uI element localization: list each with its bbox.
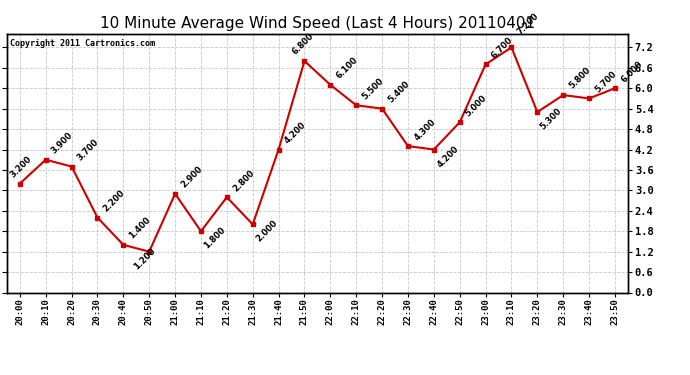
Text: 6.700: 6.700 bbox=[490, 35, 515, 60]
Text: 6.000: 6.000 bbox=[619, 59, 644, 84]
Text: 6.100: 6.100 bbox=[335, 56, 359, 81]
Text: 7.200: 7.200 bbox=[515, 11, 541, 36]
Text: 4.300: 4.300 bbox=[412, 117, 437, 142]
Text: 1.200: 1.200 bbox=[132, 246, 157, 271]
Text: 5.500: 5.500 bbox=[360, 76, 386, 101]
Text: 3.700: 3.700 bbox=[76, 137, 101, 162]
Text: 2.200: 2.200 bbox=[101, 188, 127, 213]
Text: 5.300: 5.300 bbox=[539, 106, 564, 132]
Text: 5.000: 5.000 bbox=[464, 93, 489, 118]
Text: 3.900: 3.900 bbox=[50, 130, 75, 156]
Text: 2.900: 2.900 bbox=[179, 165, 204, 190]
Text: 2.800: 2.800 bbox=[231, 168, 256, 193]
Text: 5.800: 5.800 bbox=[567, 66, 593, 91]
Text: 1.800: 1.800 bbox=[202, 226, 228, 251]
Text: 5.400: 5.400 bbox=[386, 80, 411, 105]
Text: Copyright 2011 Cartronics.com: Copyright 2011 Cartronics.com bbox=[10, 39, 155, 48]
Text: 1.400: 1.400 bbox=[128, 216, 152, 241]
Title: 10 Minute Average Wind Speed (Last 4 Hours) 20110401: 10 Minute Average Wind Speed (Last 4 Hou… bbox=[100, 16, 535, 31]
Text: 4.200: 4.200 bbox=[435, 144, 460, 169]
Text: 6.800: 6.800 bbox=[290, 32, 315, 57]
Text: 2.000: 2.000 bbox=[254, 219, 279, 244]
Text: 5.700: 5.700 bbox=[593, 69, 618, 94]
Text: 4.200: 4.200 bbox=[283, 120, 308, 146]
Text: 3.200: 3.200 bbox=[9, 154, 34, 179]
